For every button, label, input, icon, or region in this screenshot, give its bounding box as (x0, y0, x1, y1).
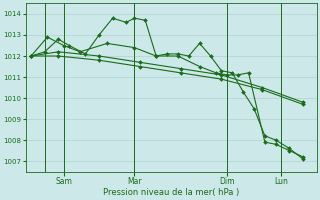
X-axis label: Pression niveau de la mer( hPa ): Pression niveau de la mer( hPa ) (103, 188, 239, 197)
